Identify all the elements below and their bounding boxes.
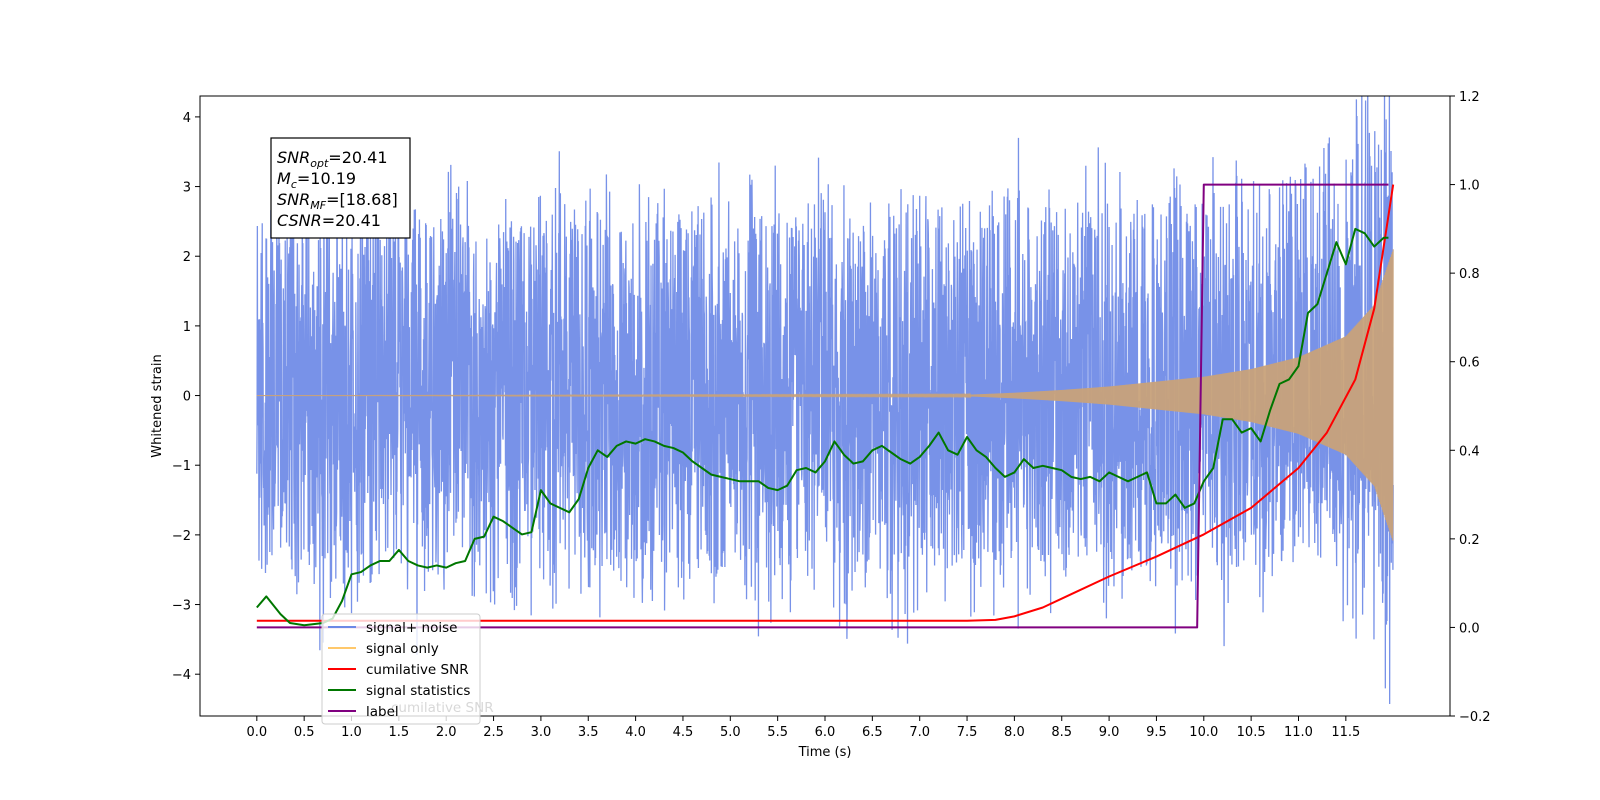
y2-tick-label: −0.2 xyxy=(1459,710,1491,725)
x-tick-label: 4.0 xyxy=(625,725,646,740)
y2-tick-label: 1.0 xyxy=(1459,179,1480,194)
y-tick-label: 0 xyxy=(183,390,191,405)
legend-hidden-text: cumilative SNR xyxy=(391,700,494,716)
annotation-line: CSNR=20.41 xyxy=(277,211,381,230)
y-tick-label: 1 xyxy=(183,320,191,335)
x-tick-label: 2.5 xyxy=(483,725,504,740)
y-tick-label: −3 xyxy=(172,599,191,614)
x-axis-label: Time (s) xyxy=(798,745,852,760)
series-signal-plus-noise xyxy=(256,96,1394,704)
x-tick-label: 3.0 xyxy=(531,725,552,740)
y-tick-label: 3 xyxy=(183,181,191,196)
series-signal-only xyxy=(256,249,1394,541)
y-tick-label: 2 xyxy=(183,250,191,265)
x-tick-label: 11.5 xyxy=(1331,725,1360,740)
annotation-line: Mc=10.19 xyxy=(277,169,356,191)
x-tick-label: 2.0 xyxy=(436,725,457,740)
series-cumilative-snr xyxy=(256,184,1395,622)
y-tick-label: −4 xyxy=(172,668,191,683)
x-tick-label: 8.5 xyxy=(1051,725,1072,740)
x-tick-label: 0.0 xyxy=(246,725,267,740)
x-tick-label: 6.0 xyxy=(815,725,836,740)
x-tick-label: 9.0 xyxy=(1099,725,1120,740)
y-axis-label: Whitened strain xyxy=(150,354,165,457)
legend-label: label xyxy=(366,704,399,720)
x-tick-label: 5.0 xyxy=(720,725,741,740)
x-axis: 0.0 0.5 1.0 1.5 2.0 2.5 3.0 3.5 4.0 4.5 5.0 5.5 6.0 6… xyxy=(246,716,1360,740)
plot-series-layer xyxy=(256,96,1395,704)
legend-label: signal statistics xyxy=(366,683,470,699)
y-tick-label: −2 xyxy=(172,529,191,544)
y2-tick-label: 0.6 xyxy=(1459,356,1480,371)
x-tick-label: 10.0 xyxy=(1189,725,1218,740)
legend-label: cumilative SNR xyxy=(366,662,469,678)
x-tick-label: 10.5 xyxy=(1237,725,1266,740)
x-tick-label: 7.5 xyxy=(957,725,978,740)
series-signal-statistics xyxy=(256,227,1389,627)
x-tick-label: 8.0 xyxy=(1004,725,1025,740)
x-tick-label: 1.5 xyxy=(389,725,410,740)
x-tick-label: 5.5 xyxy=(767,725,788,740)
x-tick-label: 7.0 xyxy=(909,725,930,740)
annotation-box: SNRopt=20.41Mc=10.19SNRMF=[18.68]CSNR=20… xyxy=(270,137,411,239)
legend-label: signal only xyxy=(366,641,439,657)
x-tick-label: 9.5 xyxy=(1146,725,1167,740)
x-tick-label: 1.0 xyxy=(341,725,362,740)
y-tick-label: 4 xyxy=(183,111,191,126)
legend-label: signal+ noise xyxy=(366,620,457,636)
x-tick-label: 0.5 xyxy=(294,725,315,740)
x-tick-label: 4.5 xyxy=(673,725,694,740)
x-tick-label: 6.5 xyxy=(862,725,883,740)
y2-tick-label: 0.0 xyxy=(1459,621,1480,636)
series-label xyxy=(256,183,1389,629)
legend: cumilative SNR signal+ noise signal only c… xyxy=(321,613,494,725)
x-tick-label: 11.0 xyxy=(1284,725,1313,740)
annotation-line: SNRMF=[18.68] xyxy=(277,190,398,212)
y-axis-left: 4 3 2 1 0 −1 −2 −3 −4 xyxy=(172,111,200,683)
y2-tick-label: 0.2 xyxy=(1459,533,1480,548)
y-tick-label: −1 xyxy=(172,459,191,474)
y2-tick-label: 0.8 xyxy=(1459,267,1480,282)
y2-tick-label: 1.2 xyxy=(1459,90,1480,105)
y-axis-right: 1.2 1.0 0.8 0.6 0.4 0.2 0.0 −0.2 xyxy=(1450,90,1491,725)
y2-tick-label: 0.4 xyxy=(1459,444,1480,459)
x-tick-label: 3.5 xyxy=(578,725,599,740)
annotation-line: SNRopt=20.41 xyxy=(277,148,388,170)
